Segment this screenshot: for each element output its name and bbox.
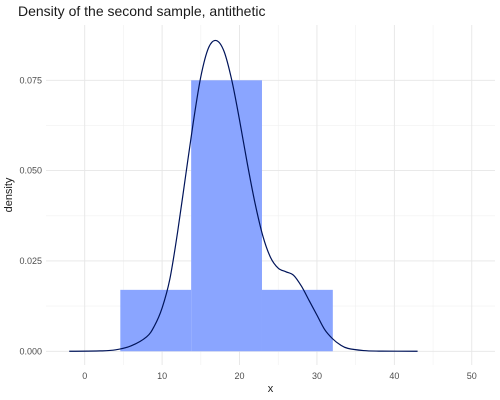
histogram-bar bbox=[261, 289, 333, 352]
histogram-bars bbox=[120, 80, 333, 352]
x-tick-label: 50 bbox=[467, 371, 477, 381]
histogram-bar bbox=[120, 289, 192, 352]
x-tick-label: 0 bbox=[82, 371, 87, 381]
x-axis-title: x bbox=[268, 383, 274, 395]
histogram-bar bbox=[191, 80, 262, 352]
x-tick-label: 40 bbox=[389, 371, 399, 381]
density-curve bbox=[69, 39, 418, 352]
x-tick-labels: 0 10 20 30 40 50 bbox=[82, 371, 477, 381]
y-tick-label: 0.025 bbox=[19, 256, 42, 266]
x-tick-label: 20 bbox=[235, 371, 245, 381]
y-tick-label: 0.050 bbox=[19, 166, 42, 176]
y-tick-labels: 0.000 0.025 0.050 0.075 bbox=[19, 75, 42, 356]
density-curve-group bbox=[69, 39, 418, 352]
x-tick-label: 30 bbox=[312, 371, 322, 381]
x-tick-label: 10 bbox=[157, 371, 167, 381]
chart-title: Density of the second sample, antithetic bbox=[18, 3, 266, 19]
y-tick-label: 0.075 bbox=[19, 75, 42, 85]
y-axis-title: density bbox=[3, 177, 15, 212]
y-tick-label: 0.000 bbox=[19, 346, 42, 356]
